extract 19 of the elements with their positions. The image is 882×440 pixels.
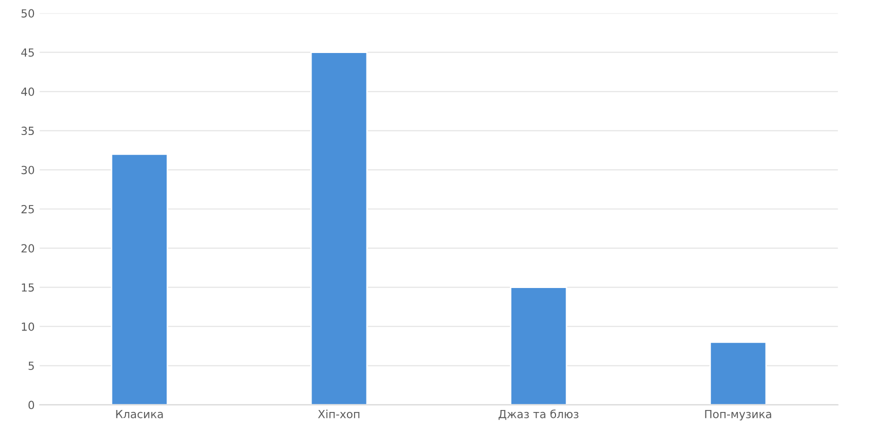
y-tick-label: 10 (22, 322, 34, 331)
y-tick-label: 0 (28, 400, 34, 410)
y-tick-label: 35 (22, 126, 34, 136)
y-tick-label: 50 (22, 9, 34, 18)
bar (110, 153, 168, 405)
y-tick-label: 45 (21, 48, 34, 57)
x-tick-label: Класика (116, 410, 163, 418)
x-tick-label: Поп-музика (705, 410, 772, 420)
bar (510, 286, 568, 405)
bar (709, 341, 767, 405)
y-tick-label: 15 (22, 283, 34, 292)
y-tick-label: 40 (21, 87, 34, 96)
y-tick-label: 20 (22, 244, 34, 253)
y-tick-label: 30 (22, 166, 34, 174)
y-tick-label: 25 (22, 204, 34, 214)
x-tick-label: Джаз та блюз (498, 409, 578, 420)
bar (310, 52, 368, 405)
y-tick-label: 5 (28, 362, 34, 370)
x-tick-label: Хіп-хоп (318, 410, 360, 418)
